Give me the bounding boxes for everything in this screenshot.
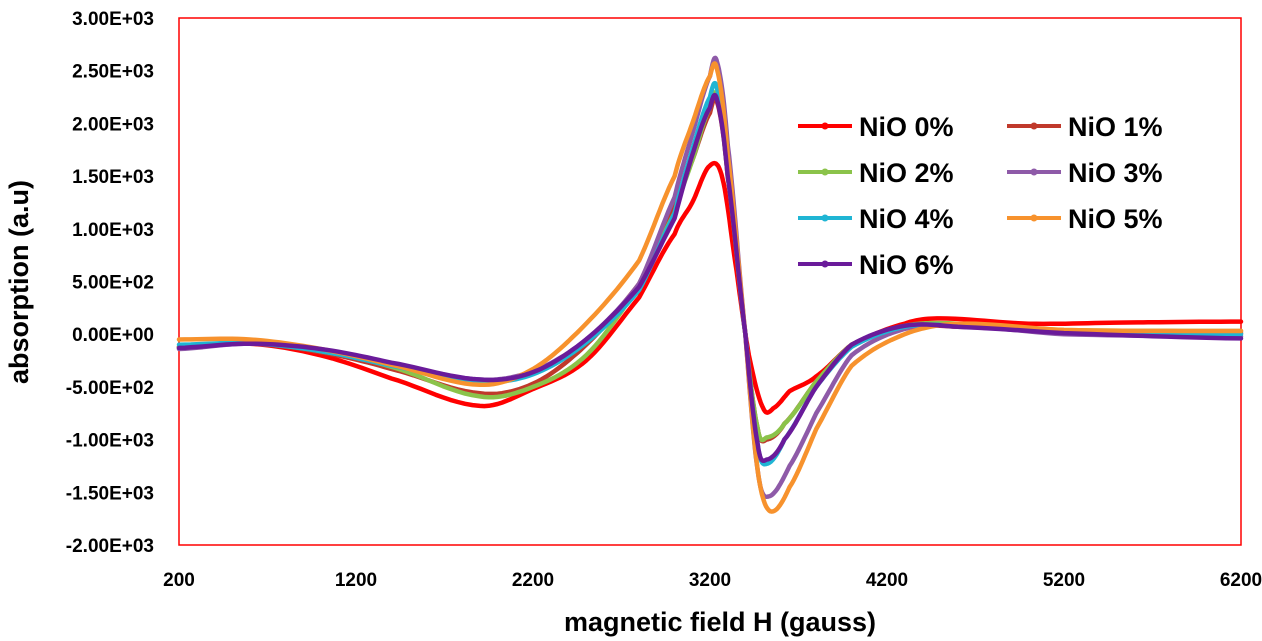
series-line <box>176 92 1244 464</box>
legend-label: NiO 0% <box>859 112 954 142</box>
legend-item: NiO 5% <box>1007 204 1163 234</box>
legend-label: NiO 2% <box>859 158 954 188</box>
legend-swatch-marker <box>821 214 829 222</box>
y-tick-label: -5.00E+02 <box>66 378 154 399</box>
legend-label: NiO 1% <box>1068 112 1163 142</box>
legend-swatch-marker <box>1030 168 1038 176</box>
x-tick-label: 4200 <box>866 570 908 591</box>
legend-swatch-marker <box>821 168 829 176</box>
y-tick-label: 5.00E+02 <box>72 273 154 294</box>
legend-item: NiO 0% <box>798 112 954 142</box>
legend: NiO 0% NiO 1% NiO 2% NiO 3% NiO 4% NiO 5% NiO … <box>798 112 1163 280</box>
legend-swatch-marker <box>821 260 829 268</box>
y-tick-label: -1.50E+03 <box>66 483 154 504</box>
y-tick-label: 1.00E+03 <box>72 220 154 241</box>
legend-item: NiO 3% <box>1007 158 1163 188</box>
y-tick-label: 2.50E+03 <box>72 62 154 83</box>
series-nio-2- <box>176 90 1244 443</box>
plot-area-border <box>178 17 1242 546</box>
series-line <box>176 90 1244 443</box>
y-axis-title: absorption (a.u) <box>4 180 34 384</box>
y-tick-label: 2.00E+03 <box>72 114 154 135</box>
y-tick-label: -1.00E+03 <box>66 431 154 452</box>
y-tick-label: 3.00E+03 <box>72 9 154 30</box>
legend-item: NiO 1% <box>1007 112 1163 142</box>
x-tick-label: 3200 <box>689 570 731 591</box>
legend-label: NiO 5% <box>1068 204 1163 234</box>
series-layer <box>176 55 1244 514</box>
x-tick-label: 5200 <box>1043 570 1085 591</box>
legend-item: NiO 6% <box>798 250 954 280</box>
series-line <box>176 61 1244 514</box>
series-line <box>176 160 1244 415</box>
series-nio-0- <box>176 160 1244 415</box>
y-tick-label: -2.00E+03 <box>66 536 154 557</box>
y-tick-label: 0.00E+00 <box>72 325 154 346</box>
x-axis-title: magnetic field H (gauss) <box>564 607 876 637</box>
x-tick-label: 200 <box>163 570 195 591</box>
legend-label: NiO 3% <box>1068 158 1163 188</box>
y-tick-labels: -2.00E+03 -1.50E+03 -1.00E+03 -5.00E+02 0.00… <box>66 9 154 557</box>
legend-swatch-marker <box>1030 214 1038 222</box>
x-tick-label: 2200 <box>512 570 554 591</box>
legend-swatch-marker <box>1030 122 1038 130</box>
series-nio-1- <box>176 95 1244 444</box>
legend-item: NiO 4% <box>798 204 954 234</box>
x-tick-label: 6200 <box>1220 570 1262 591</box>
series-line <box>176 95 1244 444</box>
y-tick-label: 1.50E+03 <box>72 167 154 188</box>
legend-label: NiO 6% <box>859 250 954 280</box>
legend-swatch-marker <box>821 122 829 130</box>
legend-item: NiO 2% <box>798 158 954 188</box>
series-nio-5- <box>176 61 1244 514</box>
x-tick-label: 1200 <box>335 570 377 591</box>
series-nio-6- <box>176 92 1244 464</box>
x-tick-labels: 200 1200 2200 3200 4200 5200 6200 <box>163 570 1262 591</box>
legend-label: NiO 4% <box>859 204 954 234</box>
